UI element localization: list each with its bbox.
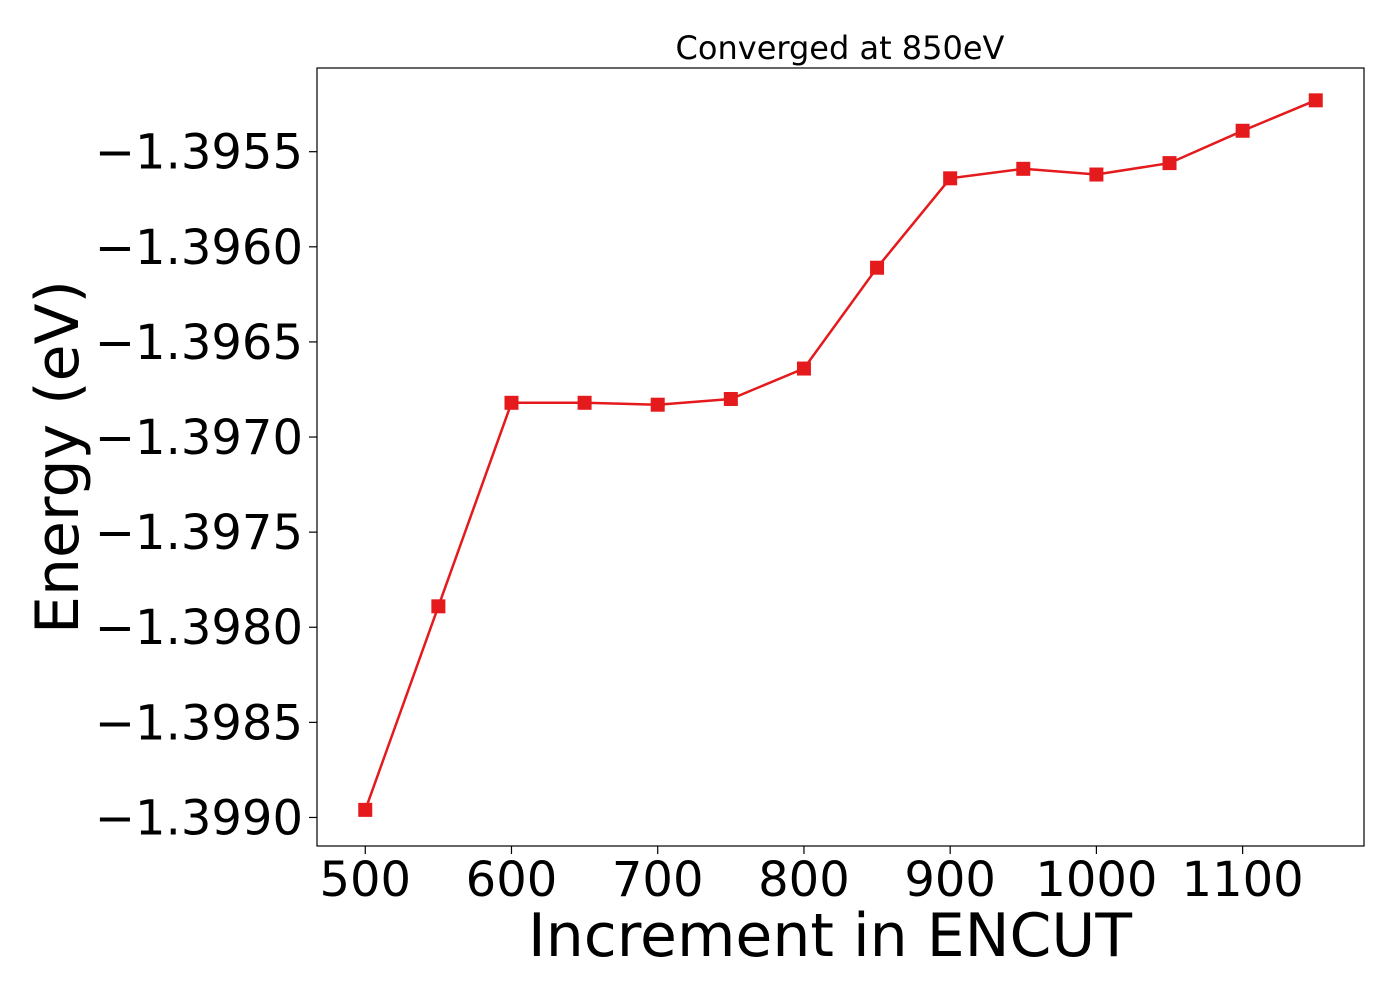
y-axis-title: Energy (eV) (23, 280, 93, 634)
y-tick-label: −1.3975 (95, 505, 303, 561)
y-tick-label: −1.3955 (95, 125, 303, 181)
data-point (431, 599, 446, 614)
data-point (943, 171, 958, 186)
data-point (1016, 161, 1031, 176)
x-axis: 500 600 700 800 900 1000 1100 (319, 846, 1304, 908)
data-point (723, 391, 738, 406)
x-axis-title: Increment in ENCUT (528, 901, 1132, 971)
x-tick-label: 900 (904, 852, 996, 908)
x-tick-label: 1100 (1182, 852, 1304, 908)
plot-frame (316, 67, 1365, 847)
data-point (577, 395, 592, 410)
data-point (650, 397, 665, 412)
data-point (1308, 93, 1323, 108)
x-tick-label: 1000 (1035, 852, 1157, 908)
y-axis: −1.3990 −1.3985 −1.3980 −1.3975 −1.3970 −1.39… (95, 125, 317, 846)
y-tick-label: −1.3990 (95, 790, 303, 846)
data-point (1235, 123, 1250, 138)
x-tick-label: 700 (612, 852, 704, 908)
plot-area (316, 67, 1365, 847)
x-tick-label: 800 (758, 852, 850, 908)
data-point (504, 395, 519, 410)
chart-title: Converged at 850eV (676, 29, 1005, 67)
y-tick-label: −1.3965 (95, 315, 303, 371)
y-tick-label: −1.3980 (95, 600, 303, 656)
data-point (358, 802, 373, 817)
y-tick-label: −1.3960 (95, 220, 303, 276)
data-point (1162, 156, 1177, 171)
series-line (364, 99, 1317, 811)
y-tick-label: −1.3970 (95, 410, 303, 466)
x-tick-label: 600 (466, 852, 558, 908)
x-tick-label: 500 (319, 852, 411, 908)
data-point (1089, 167, 1104, 182)
y-tick-label: −1.3985 (95, 695, 303, 751)
data-point (796, 361, 811, 376)
data-point (870, 260, 885, 275)
